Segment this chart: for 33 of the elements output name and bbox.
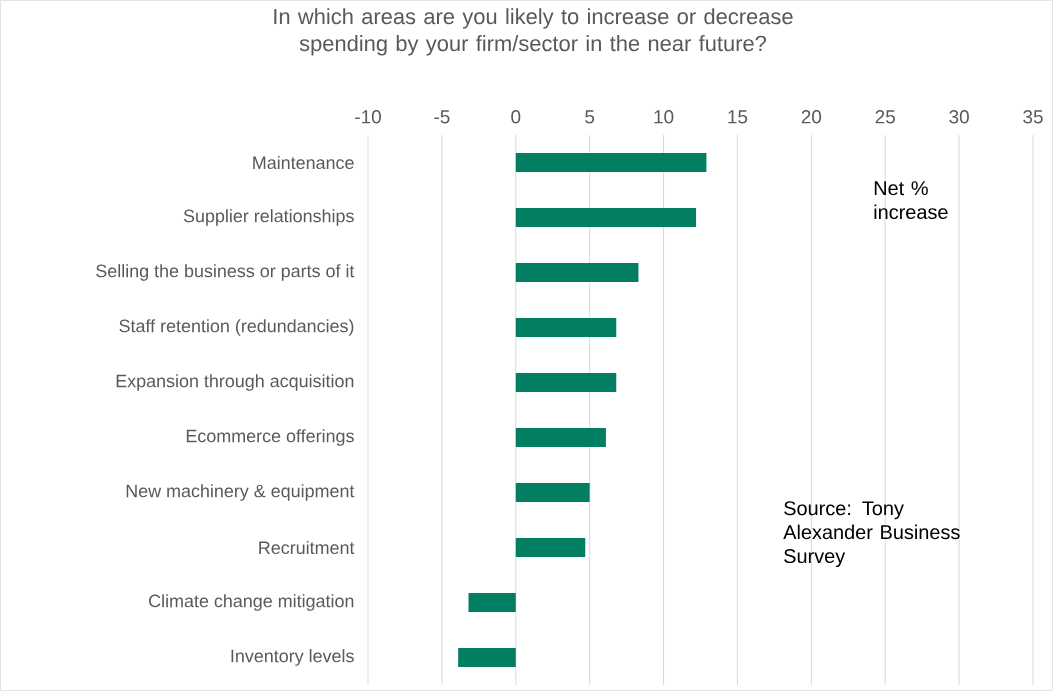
x-tick-label: 0 [511,110,521,124]
x-tick-label: 20 [801,110,822,124]
y-tick-label: New machinery & equipment [126,484,355,501]
chart-title: In which areas are you likely to increase or decrease spending by your firm/sector in the near future? [274,8,793,56]
bar [515,262,639,282]
bar [515,207,697,227]
y-tick-label: Staff retention (redundancies) [119,319,354,336]
y-tick-label: Ecommerce offerings [186,429,354,446]
x-tick-label: -5 [434,110,450,124]
x-tick-label: 25 [875,110,895,124]
x-tick-label: -10 [355,110,381,124]
bar [515,317,617,337]
x-tick-label: 30 [949,110,969,124]
y-tick-label: Recruitment [259,540,355,555]
bar [515,537,586,557]
bar [515,372,617,392]
bar [468,592,516,612]
x-tick-label: 15 [728,110,748,124]
bar [515,427,606,447]
y-tick-label: Selling the business or parts of it [96,264,355,281]
bar [515,482,590,502]
bar [515,152,707,172]
y-tick-label: Supplier relationships [183,209,354,226]
y-tick-label: Inventory levels [231,649,354,666]
annotation: Net % increase [874,181,948,220]
x-tick-label: 35 [1023,110,1043,124]
annotation: Source: Tony Alexander Business Survey [783,501,960,568]
x-tick-label: 5 [585,110,595,124]
x-tick-label: 10 [654,110,674,124]
y-tick-label: Climate change mitigation [149,594,354,611]
y-tick-label: Expansion through acquisition [116,374,354,391]
bar [458,647,516,667]
y-tick-label: Maintenance [253,155,354,170]
